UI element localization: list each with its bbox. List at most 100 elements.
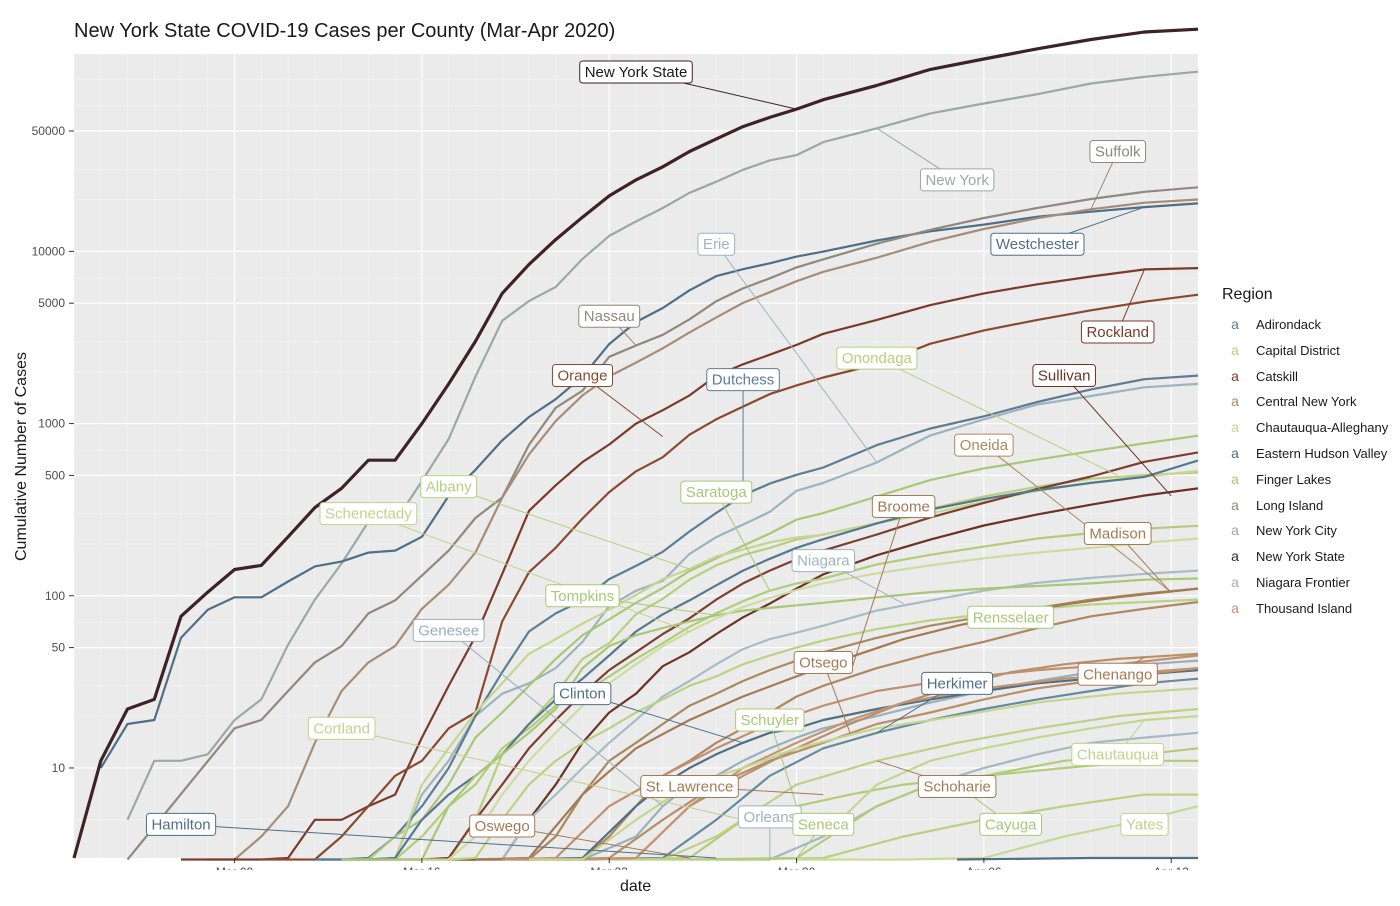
series-label-saratoga: Saratoga: [680, 480, 753, 504]
series-line-westchester: [99, 202, 1199, 769]
series-label-clinton: Clinton: [553, 682, 612, 706]
series-label-albany: Albany: [420, 475, 478, 499]
legend-key: a: [1231, 341, 1239, 358]
legend-key: a: [1231, 445, 1239, 461]
legend-key: a: [1231, 548, 1239, 565]
y-tick-label: 10: [52, 761, 66, 775]
series-label-text-suffolk: Suffolk: [1095, 144, 1141, 161]
label-leader-oneida: [983, 444, 1172, 593]
series-label-sullivan: Sullivan: [1032, 364, 1096, 388]
label-leader-onondaga: [876, 357, 1118, 476]
legend-item-central-new-york: a Central New York: [1228, 393, 1356, 415]
series-line-saratoga: [341, 524, 1199, 861]
label-leader-saratoga: [715, 491, 771, 591]
series-label-box-tompkins: [545, 584, 620, 608]
series-label-rensselaer: Rensselaer: [967, 605, 1055, 629]
series-label-text-dutchess: Dutchess: [712, 372, 775, 389]
series-label-schuyler: Schuyler: [735, 708, 805, 732]
series-label-box-schoharie: [917, 775, 997, 799]
series-label-box-cortland: [307, 716, 376, 740]
series-label-schenectady: Schenectady: [319, 502, 418, 526]
legend-label: Long Island: [1256, 497, 1324, 513]
series-label-tompkins: Tompkins: [545, 584, 620, 608]
legend-label: Eastern Hudson Valley: [1256, 446, 1388, 461]
legend-item-long-island: a Long Island: [1228, 497, 1323, 519]
series-line-hamilton: [957, 856, 1198, 861]
series-label-nassau: Nassau: [578, 304, 641, 328]
axes: Mar 09 Mar 16 Mar 23 Mar 30 Apr 06 Apr 13 10 50…: [32, 124, 1190, 870]
series-line-genesee: [529, 659, 1199, 861]
label-leader-schuyler: [769, 719, 798, 807]
series-label-orleans: Orleans: [738, 805, 802, 829]
series-label-box-broome: [871, 494, 936, 518]
y-tick-label: 50000: [32, 124, 66, 138]
series-label-text-genesee: Genesee: [418, 622, 479, 639]
series-label-text-oswego: Oswego: [475, 818, 530, 835]
series-label-box-suffolk: [1089, 140, 1147, 164]
series-label-text-oneida: Oneida: [960, 437, 1009, 454]
series-line-oswego: [529, 667, 1199, 861]
series-label-suffolk: Suffolk: [1089, 140, 1147, 164]
series-label-yates: Yates: [1120, 812, 1169, 836]
series-label-text-erie: Erie: [703, 236, 730, 253]
legend-label: Chautauqua-Alleghany: [1256, 420, 1389, 436]
series-label-madison: Madison: [1083, 521, 1152, 545]
series-lines: [72, 27, 1199, 861]
series-label-text-chautauqua: Chautauqua: [1077, 746, 1159, 763]
series-label-text-schuyler: Schuyler: [741, 712, 799, 729]
series-label-text-seneca: Seneca: [798, 816, 850, 833]
label-leader-cortland: [341, 727, 744, 821]
series-label-text-tompkins: Tompkins: [551, 588, 614, 605]
legend-title: Region: [1222, 286, 1273, 303]
label-leader-albany: [448, 486, 690, 570]
series-line-orange: [261, 293, 1199, 861]
series-label-text-cayuga: Cayuga: [985, 816, 1037, 833]
series-line-ulster: [368, 451, 1199, 861]
legend-key: a: [1231, 393, 1239, 410]
label-leader-hamilton: [181, 823, 717, 859]
series-label-box-schenectady: [319, 502, 418, 526]
series-label-box-otsego: [793, 650, 854, 674]
legend-label: Central New York: [1256, 394, 1357, 410]
series-label-text-schenectady: Schenectady: [325, 506, 412, 523]
series-label-text-madison: Madison: [1089, 525, 1146, 542]
x-tick-label: Mar 16: [403, 865, 441, 870]
legend-key: a: [1231, 599, 1239, 616]
legend-key: a: [1231, 470, 1239, 487]
series-line-monroe: [341, 434, 1199, 861]
series-line-new-york-city: [126, 70, 1199, 821]
x-tick-label: Apr 06: [966, 865, 1002, 870]
legend-item-catskill: a Catskill: [1228, 368, 1298, 390]
series-label-broome: Broome: [871, 494, 936, 518]
series-line-niagara: [475, 569, 1199, 861]
series-label-box-seneca: [792, 812, 855, 836]
legend-label: New York City: [1256, 523, 1337, 539]
series-label-st-lawrence: St. Lawrence: [640, 775, 739, 799]
series-label-box-nassau: [578, 304, 641, 328]
series-label-rockland: Rockland: [1080, 320, 1155, 344]
series-label-dutchess: Dutchess: [706, 368, 780, 392]
chart-title: New York State COVID-19 Cases per County…: [74, 20, 616, 42]
legend-key: a: [1231, 367, 1239, 384]
series-label-text-chenango: Chenango: [1083, 666, 1152, 683]
series-label-seneca: Seneca: [792, 812, 855, 836]
series-label-text-saratoga: Saratoga: [686, 484, 748, 501]
series-label-text-new-york-state: New York State: [585, 64, 688, 81]
series-label-hamilton: Hamilton: [145, 812, 217, 836]
legend-item-new-york-state: a New York State: [1228, 548, 1345, 570]
series-label-text-niagara: Niagara: [797, 553, 850, 570]
line-chart: New York State New York Suffolk Westchester…: [32, 27, 1199, 870]
series-line-putnam: [314, 459, 1199, 861]
series-label-box-saratoga: [680, 480, 753, 504]
legend-item-new-york-city: a New York City: [1228, 522, 1337, 544]
y-tick-label: 100: [45, 589, 65, 603]
x-tick-label: Apr 13: [1154, 865, 1190, 870]
series-label-otsego: Otsego: [793, 650, 854, 674]
series-line-new-york-state: [72, 27, 1199, 859]
series-label-text-st-lawrence: St. Lawrence: [646, 779, 734, 796]
series-label-erie: Erie: [697, 232, 736, 256]
y-tick-label: 10000: [32, 244, 66, 258]
label-leader-sullivan: [1063, 375, 1172, 497]
legend-item-chautauqua-alleghany: a Chautauqua-Alleghany: [1228, 419, 1388, 441]
series-label-box-rensselaer: [967, 605, 1055, 629]
